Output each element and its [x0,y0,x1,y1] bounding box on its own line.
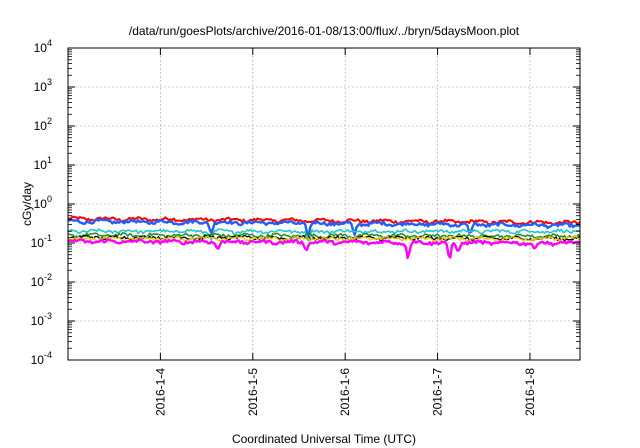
y-tick-label: 10-2 [31,272,52,289]
series-line [67,218,581,237]
grid-lines [68,48,580,360]
y-tick-label: 100 [34,194,52,211]
y-tick-label: 102 [34,116,52,133]
y-axis: 10-4 10-3 10-2 10-1 100 101 102 103 104 [31,38,580,367]
x-axis-label: Coordinated Universal Time (UTC) [232,432,416,446]
y-tick-label: 10-4 [31,350,52,367]
series-line [67,215,581,226]
chart-title: /data/run/goesPlots/archive/2016-01-08/1… [129,24,520,38]
x-axis: 2016-1-4 2016-1-5 2016-1-6 2016-1-7 2016-1-8 [153,48,537,416]
x-tick-label: 2016-1-7 [431,368,445,416]
y-tick-label: 101 [34,155,52,172]
y-tick-label: 10-1 [31,233,52,250]
y-tick-label: 10-3 [31,311,52,328]
x-tick-label: 2016-1-6 [338,368,352,416]
x-tick-label: 2016-1-5 [246,368,260,416]
x-tick-label: 2016-1-4 [153,368,167,416]
y-axis-label: cGy/day [20,182,34,226]
series-group [67,215,581,260]
y-tick-label: 104 [34,38,52,55]
y-tick-label: 103 [34,77,52,94]
series-line [67,235,580,243]
series-line [67,228,581,242]
x-tick-label: 2016-1-8 [523,368,537,416]
series-line [67,238,581,260]
